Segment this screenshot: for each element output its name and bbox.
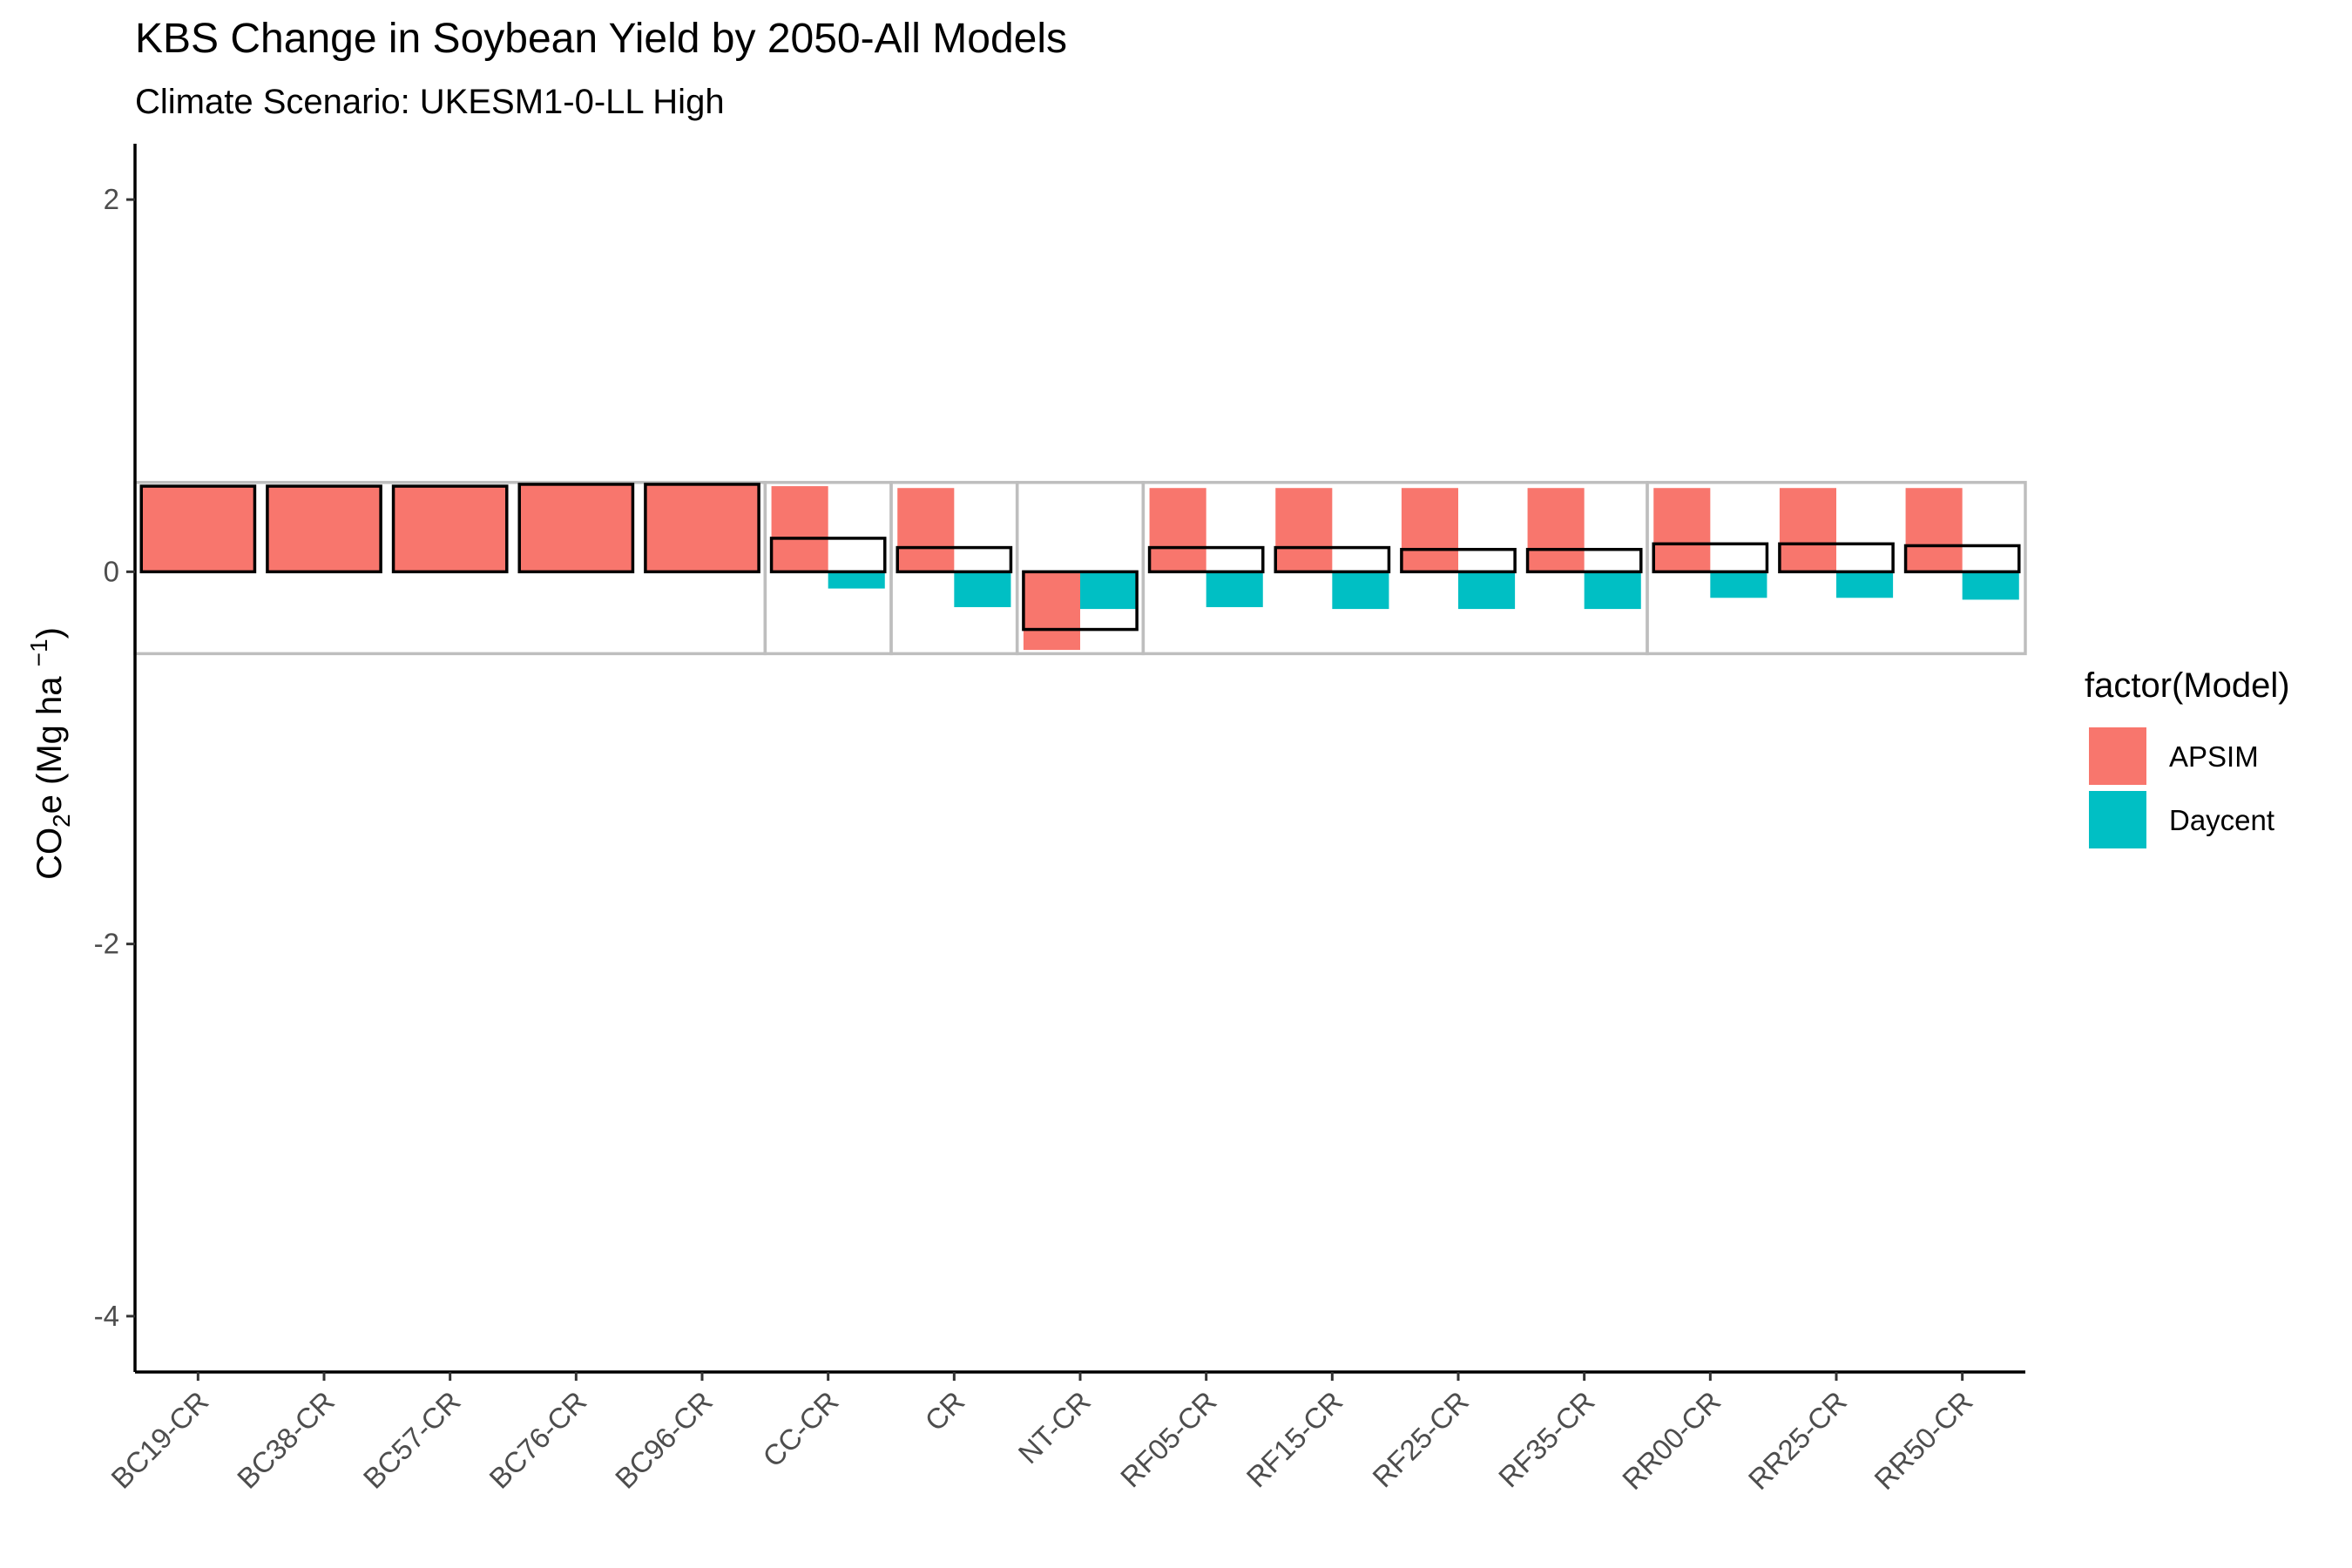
bar-apsim xyxy=(519,483,633,572)
mean-outline-bar xyxy=(769,537,887,574)
y-tick-label: -4 xyxy=(94,1300,119,1332)
bar-apsim xyxy=(1779,488,1836,572)
y-axis-label: CO2e (Mg ha −1) xyxy=(25,627,75,880)
x-tick-label: CR xyxy=(918,1385,970,1437)
mean-outline-bar xyxy=(517,483,635,574)
x-tick-label: RR00-CR xyxy=(1616,1385,1727,1496)
bar-apsim xyxy=(1023,571,1080,651)
bar-apsim xyxy=(645,483,760,572)
mean-outline-bar xyxy=(1652,542,1769,574)
plot-panel xyxy=(133,481,2027,656)
legend-label-apsim: APSIM xyxy=(2169,740,2259,773)
bar-daycent xyxy=(1710,571,1767,598)
bar-apsim xyxy=(267,486,382,572)
bar-apsim xyxy=(1653,488,1711,572)
y-tick-label: 0 xyxy=(104,555,119,587)
y-tick-label: 2 xyxy=(104,183,119,215)
y-axis: 2 0 -2 -4 xyxy=(94,144,137,1372)
x-axis: BC19-CR BC38-CR BC57-CR BC76-CR BC96-CR CC-CR… xyxy=(105,1370,2025,1496)
bar-daycent xyxy=(1962,571,2019,600)
x-tick-label: RR50-CR xyxy=(1868,1385,1978,1496)
bar-daycent xyxy=(1332,571,1389,610)
y-tick-label: -2 xyxy=(94,928,119,960)
legend-title: factor(Model) xyxy=(2085,666,2290,705)
x-tick-label: RR25-CR xyxy=(1742,1385,1853,1496)
x-tick-label: BC57-CR xyxy=(357,1385,467,1495)
x-tick-label: RF15-CR xyxy=(1240,1385,1349,1494)
bar-apsim xyxy=(1527,488,1585,572)
x-tick-label: BC76-CR xyxy=(483,1385,592,1495)
bar-daycent xyxy=(1458,571,1516,610)
group-box xyxy=(1646,481,2027,656)
bar-daycent xyxy=(828,571,885,589)
mean-outline-bar xyxy=(266,484,382,574)
mean-outline-bar xyxy=(1147,545,1265,574)
bar-apsim xyxy=(1149,488,1206,572)
x-tick-label: RF25-CR xyxy=(1366,1385,1475,1494)
bar-apsim xyxy=(393,486,507,572)
bar-apsim xyxy=(1401,488,1458,572)
x-tick-label: RF35-CR xyxy=(1492,1385,1601,1494)
bar-apsim xyxy=(1275,488,1333,572)
legend: factor(Model) APSIM Daycent xyxy=(2085,666,2290,848)
bar-daycent xyxy=(1206,571,1263,607)
mean-outline-bar xyxy=(1274,545,1391,574)
bar-daycent xyxy=(1080,571,1138,610)
mean-outline-bar xyxy=(1778,542,1895,574)
mean-outline-bar xyxy=(139,484,257,574)
chart-title: KBS Change in Soybean Yield by 2050-All … xyxy=(135,16,1067,62)
legend-key-daycent xyxy=(2089,791,2146,848)
mean-outline-bar xyxy=(1022,570,1139,632)
mean-outline-bar xyxy=(1525,547,1643,574)
mean-outline-bar xyxy=(391,484,509,574)
mean-outline-bar xyxy=(644,483,760,574)
legend-label-daycent: Daycent xyxy=(2169,804,2274,836)
mean-outline-bar xyxy=(1903,544,2021,574)
x-tick-label: BC38-CR xyxy=(231,1385,341,1495)
bar-daycent xyxy=(954,571,1011,607)
x-tick-label: CC-CR xyxy=(756,1385,844,1473)
legend-key-apsim xyxy=(2089,727,2146,785)
x-tick-label: RF05-CR xyxy=(1114,1385,1223,1494)
bar-apsim xyxy=(1905,488,1963,572)
mean-outline-bar xyxy=(1400,547,1517,574)
bar-apsim xyxy=(141,486,255,572)
mean-outline-bar xyxy=(896,545,1013,574)
x-tick-label: NT-CR xyxy=(1011,1385,1096,1470)
chart-subtitle: Climate Scenario: UKESM1-0-LL High xyxy=(135,83,725,121)
bar-daycent xyxy=(1584,571,1641,610)
bar-daycent xyxy=(1836,571,1894,598)
x-tick-label: BC19-CR xyxy=(105,1385,214,1495)
x-tick-label: BC96-CR xyxy=(609,1385,719,1495)
bar-apsim xyxy=(897,488,955,572)
bar-apsim xyxy=(771,486,828,572)
